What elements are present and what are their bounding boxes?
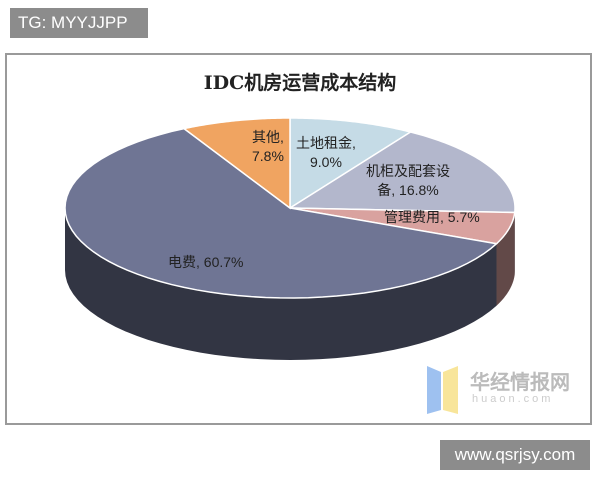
slice-2 [289,207,516,245]
watermark-site: www.qsrjsy.com [440,440,590,470]
label-cabinet: 机柜及配套设 备, 16.8% [366,163,450,198]
watermark-tg: TG: MYYJJPP [10,8,148,38]
slice-side-2 [496,212,515,306]
slice-0 [289,117,413,210]
chart-title: IDC机房运营成本结构 [203,72,397,94]
label-electricity: 电费, 60.7% [168,254,244,270]
logo-name: 华经情报网 [470,372,570,394]
slice-3 [64,127,499,299]
slice-side-3 [65,208,497,360]
label-land: 土地租金, 9.0% [296,135,356,170]
label-management: 管理费用, 5.7% [384,209,480,225]
label-other: 其他, 7.8% [252,129,284,164]
slice-4 [182,117,291,210]
logo-domain: huaon.com [472,393,554,405]
slice-1 [287,131,516,214]
